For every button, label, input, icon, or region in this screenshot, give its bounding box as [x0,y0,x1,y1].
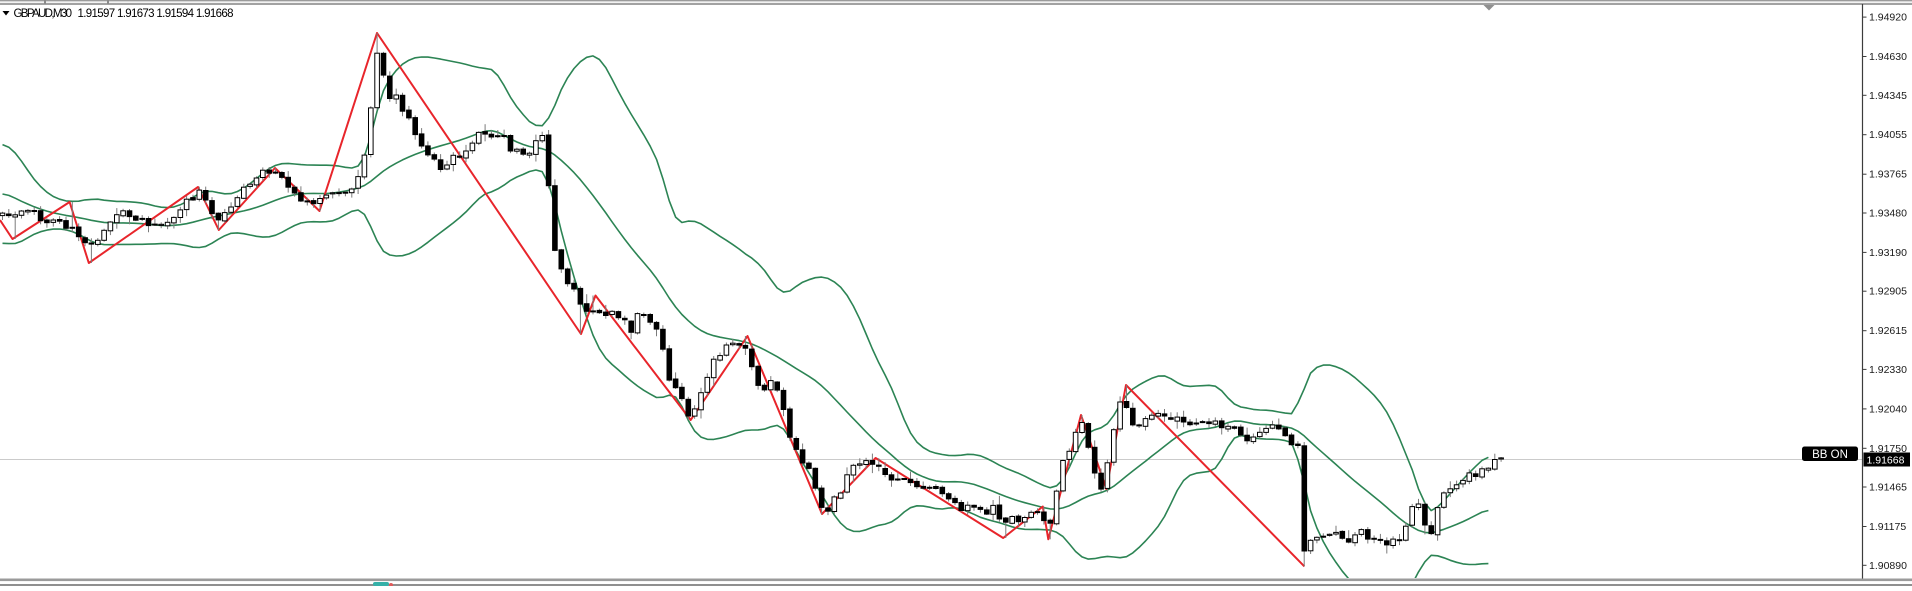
svg-text:1.92905: 1.92905 [1869,286,1907,298]
svg-text:1.91465: 1.91465 [1869,482,1907,494]
svg-text:1.94630: 1.94630 [1869,51,1907,63]
svg-text:1.91175: 1.91175 [1869,521,1906,533]
svg-text:1.91750: 1.91750 [1869,443,1907,455]
svg-text:1.92040: 1.92040 [1869,403,1907,415]
svg-text:1.93190: 1.93190 [1869,247,1907,259]
svg-text:1.93480: 1.93480 [1869,208,1907,220]
svg-text:1.94345: 1.94345 [1869,90,1907,102]
svg-text:1.94920: 1.94920 [1869,12,1907,24]
svg-text:BB ON: BB ON [1812,449,1848,461]
svg-text:1.91597 1.91673 1.91594 1.9166: 1.91597 1.91673 1.91594 1.91668 [78,8,234,20]
svg-text:1.91668: 1.91668 [1867,455,1905,467]
svg-text:1.92330: 1.92330 [1869,364,1907,376]
svg-text:1.90890: 1.90890 [1869,560,1907,572]
svg-text:1.94055: 1.94055 [1869,129,1907,141]
svg-text:1.92615: 1.92615 [1869,325,1907,337]
svg-text:GBPAUD,M30: GBPAUD,M30 [14,8,73,20]
svg-text:1.93765: 1.93765 [1869,169,1907,181]
